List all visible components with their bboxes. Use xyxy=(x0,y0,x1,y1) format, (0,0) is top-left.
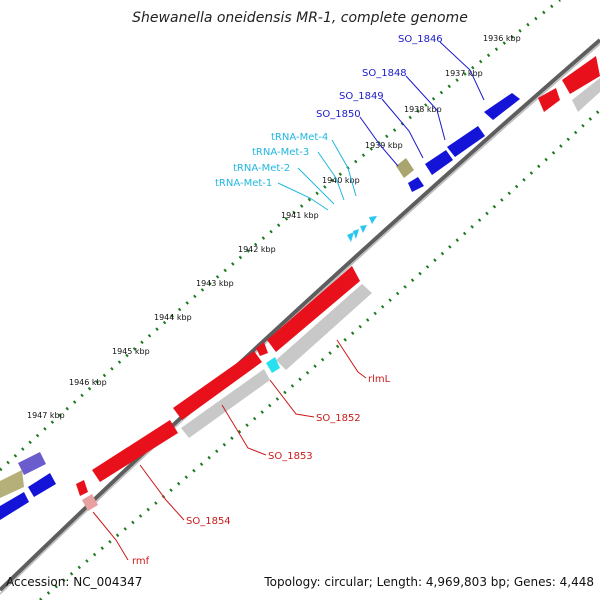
topology-summary: Topology: circular; Length: 4,969,803 bp… xyxy=(263,575,594,589)
tick-label-1942: 1942 kbp xyxy=(238,245,276,254)
label-trna-met-1[interactable]: tRNA-Met-1 xyxy=(215,178,272,189)
gene-so-1849[interactable] xyxy=(425,150,453,175)
reverse-genes xyxy=(76,56,600,511)
label-so-1846[interactable]: SO_1846 xyxy=(398,34,443,45)
gene-left-olive[interactable] xyxy=(0,470,24,498)
tick-label-1945: 1945 kbp xyxy=(112,347,150,356)
gene-so-1846[interactable] xyxy=(484,93,520,120)
gene-rlml[interactable] xyxy=(267,266,360,352)
label-trna-met-2[interactable]: tRNA-Met-2 xyxy=(233,163,290,174)
gene-so-1853[interactable] xyxy=(173,351,262,420)
label-rlml[interactable]: rlmL xyxy=(368,374,391,385)
label-so-1852[interactable]: SO_1852 xyxy=(316,413,361,424)
trna-marker-2[interactable] xyxy=(353,229,359,239)
gene-olive-1[interactable] xyxy=(396,158,414,178)
tick-label-1941: 1941 kbp xyxy=(281,211,319,220)
label-so-1854[interactable]: SO_1854 xyxy=(186,516,231,527)
forward-leader-lines xyxy=(359,41,485,167)
trna-marker-1[interactable] xyxy=(347,232,354,242)
tick-label-1944: 1944 kbp xyxy=(154,313,192,322)
tick-label-1936: 1936 kbp xyxy=(483,34,521,43)
label-trna-met-3[interactable]: tRNA-Met-3 xyxy=(252,147,309,158)
gene-left-blue-2[interactable] xyxy=(0,492,29,520)
trna-markers xyxy=(347,216,377,242)
forward-genes xyxy=(0,93,520,520)
gene-rmf[interactable] xyxy=(76,480,88,496)
tick-label-1940: 1940 kbp xyxy=(322,176,360,185)
tick-label-1943: 1943 kbp xyxy=(196,279,234,288)
reverse-leader-lines xyxy=(92,339,367,561)
gene-so-1854[interactable] xyxy=(92,420,178,482)
map-title: Shewanella oneidensis MR-1, complete gen… xyxy=(132,10,468,26)
outer-tick-ruler xyxy=(0,0,561,472)
gene-right-grey[interactable] xyxy=(572,78,600,112)
tick-labels: 1936 kbp 1937 kbp 1938 kbp 1939 kbp 1940… xyxy=(27,34,521,420)
gene-left-purple[interactable] xyxy=(18,452,46,475)
label-so-1848[interactable]: SO_1848 xyxy=(362,68,407,79)
gene-so-1852-teal[interactable] xyxy=(266,357,280,373)
label-so-1850[interactable]: SO_1850 xyxy=(316,109,361,120)
gene-so-1853-shadow[interactable] xyxy=(181,369,270,438)
gene-rmf-shadow[interactable] xyxy=(82,494,98,511)
tick-label-1946: 1946 kbp xyxy=(69,378,107,387)
tick-label-1947: 1947 kbp xyxy=(27,411,65,420)
trna-marker-4[interactable] xyxy=(369,216,377,224)
gene-rlml-shadow[interactable] xyxy=(276,284,372,370)
gene-so-1850[interactable] xyxy=(408,177,424,192)
tick-label-1939: 1939 kbp xyxy=(365,141,403,150)
trna-marker-3[interactable] xyxy=(360,225,367,233)
gene-so-1852[interactable] xyxy=(256,342,268,356)
accession-text: Accession: NC_004347 xyxy=(6,575,142,589)
label-trna-met-4[interactable]: tRNA-Met-4 xyxy=(271,132,328,143)
tick-label-1937: 1937 kbp xyxy=(445,69,483,78)
tick-label-1938: 1938 kbp xyxy=(404,105,442,114)
gene-right-red-2[interactable] xyxy=(562,56,600,94)
gene-left-blue-1[interactable] xyxy=(28,473,56,497)
label-rmf[interactable]: rmf xyxy=(132,556,150,567)
gene-right-red-1[interactable] xyxy=(538,88,560,112)
trna-leader-lines xyxy=(277,139,357,211)
gene-so-1848[interactable] xyxy=(447,126,485,157)
label-so-1849[interactable]: SO_1849 xyxy=(339,91,384,102)
label-so-1853[interactable]: SO_1853 xyxy=(268,451,313,462)
